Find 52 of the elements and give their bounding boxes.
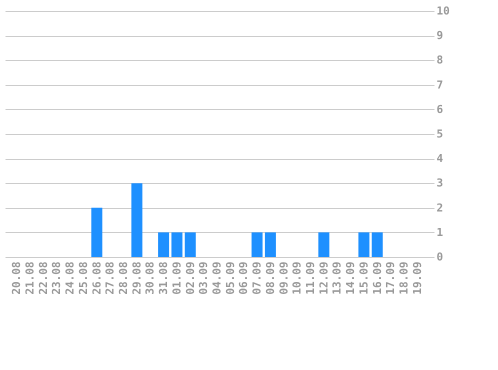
x-tick-label: 06.09 xyxy=(237,262,250,295)
x-tick-label: 13.09 xyxy=(330,262,344,295)
bar xyxy=(158,232,170,257)
x-tick-label: 10.09 xyxy=(290,262,304,295)
x-tick-label: 14.09 xyxy=(344,262,358,295)
y-tick-label: 6 xyxy=(436,102,444,116)
bar xyxy=(252,232,263,257)
x-tick-label: 22.08 xyxy=(36,262,50,295)
x-tick-label: 17.09 xyxy=(384,262,398,295)
x-tick-label: 09.09 xyxy=(277,262,290,295)
x-tick-label: 23.08 xyxy=(50,262,64,295)
bar xyxy=(358,232,370,257)
x-tick-label: 31.08 xyxy=(157,262,170,295)
y-tick-label: 1 xyxy=(436,226,444,239)
y-tick-label: 2 xyxy=(436,201,444,214)
bar xyxy=(91,208,102,257)
x-tick-label: 05.09 xyxy=(224,262,237,295)
x-tick-label: 02.09 xyxy=(184,262,197,295)
y-tick-label: 4 xyxy=(436,152,444,166)
x-tick-label: 30.08 xyxy=(144,262,157,295)
bar xyxy=(318,232,330,257)
x-tick-label: 15.09 xyxy=(357,262,370,295)
x-tick-label: 26.08 xyxy=(90,262,104,295)
x-tick-label: 16.09 xyxy=(370,262,384,295)
y-tick-label: 9 xyxy=(436,29,444,42)
bar xyxy=(264,232,276,257)
x-tick-label: 18.09 xyxy=(397,262,410,295)
x-tick-label: 03.09 xyxy=(197,262,210,295)
x-tick-label: 11.09 xyxy=(304,262,317,295)
x-tick-label: 20.08 xyxy=(10,262,24,295)
y-tick-label: 10 xyxy=(436,4,450,18)
x-tick-label: 29.08 xyxy=(130,262,144,295)
x-tick-label: 07.09 xyxy=(250,262,264,295)
x-tick-label: 19.09 xyxy=(410,262,424,295)
bar xyxy=(171,232,182,257)
bar xyxy=(372,232,383,257)
x-tick-label: 21.08 xyxy=(24,262,37,295)
y-tick-label: 8 xyxy=(436,54,444,67)
y-tick-label: 5 xyxy=(436,128,444,140)
x-tick-label: 25.08 xyxy=(76,262,90,295)
bar xyxy=(184,232,196,257)
y-tick-label: 0 xyxy=(436,250,444,264)
x-tick-label: 04.09 xyxy=(210,262,224,295)
bar xyxy=(131,183,142,257)
x-tick-label: 28.08 xyxy=(117,262,130,295)
x-tick-label: 01.09 xyxy=(170,262,184,295)
y-tick-label: 7 xyxy=(436,78,444,92)
y-tick-label: 3 xyxy=(436,176,444,190)
x-tick-label: 27.08 xyxy=(104,262,117,295)
x-tick-label: 12.09 xyxy=(317,262,330,295)
x-tick-label: 08.09 xyxy=(264,262,277,295)
x-tick-label: 24.08 xyxy=(64,262,77,295)
